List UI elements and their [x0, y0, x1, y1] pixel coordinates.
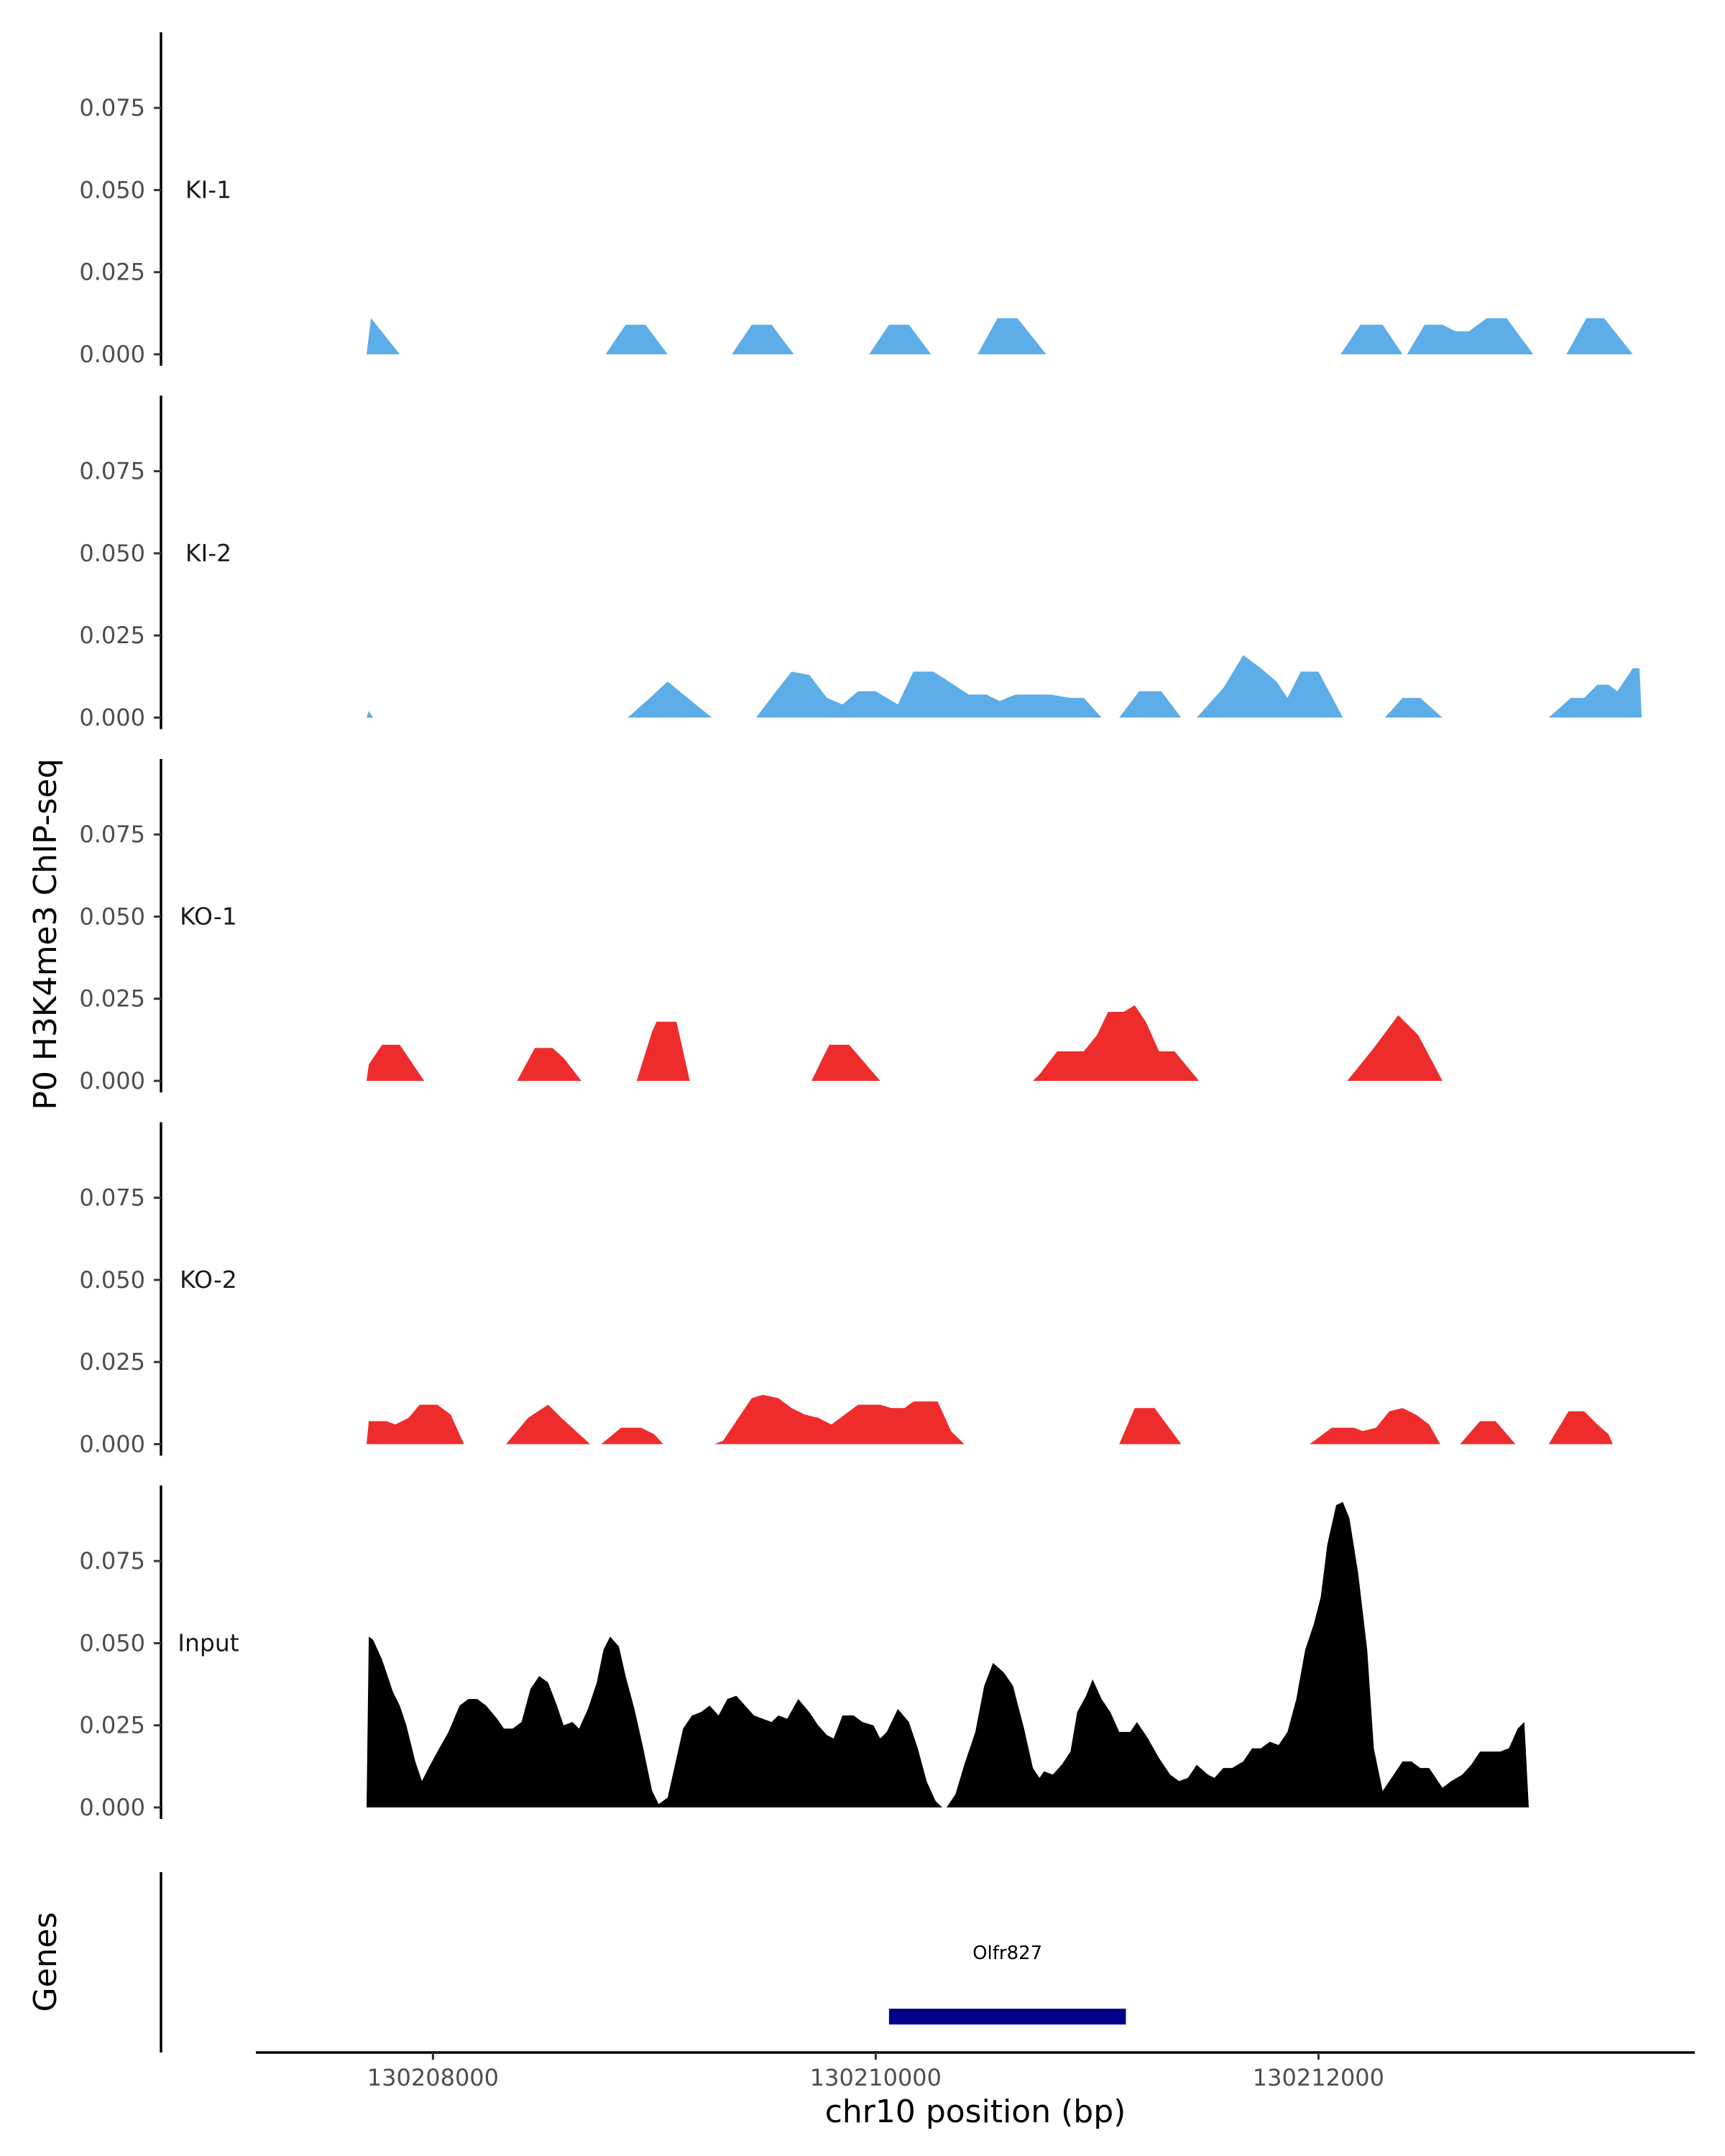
track-label: KO-2	[180, 1266, 237, 1294]
gene-label: Olfr827	[972, 1943, 1042, 1964]
gene-track-panel: Genes Olfr827	[27, 1872, 1126, 2053]
y-tick-label: 0.050	[79, 1266, 145, 1294]
signal-peak	[1384, 698, 1443, 718]
signal-peak	[636, 1021, 690, 1081]
signal-peak	[367, 318, 400, 354]
y-tick-label: 0.025	[79, 259, 145, 286]
track-panel-ko-1: 0.000 0.025 0.050 0.075 KO-1	[79, 759, 1443, 1095]
x-ticks: 130208000 130210000 130212000	[367, 2053, 1384, 2091]
signal-peak	[1197, 655, 1343, 718]
signal-peak	[1407, 318, 1534, 354]
y-axis-title: P0 H3K4me3 ChIP-seq	[27, 758, 64, 1110]
x-tick-label: 130210000	[810, 2064, 942, 2091]
signal-peak	[1548, 1411, 1613, 1445]
y-tick-label: 0.075	[79, 1547, 145, 1575]
y-tick-label: 0.025	[79, 1348, 145, 1376]
gene-body	[888, 2009, 1126, 2024]
y-tick-label: 0.075	[79, 821, 145, 848]
signal-peak	[367, 711, 374, 718]
y-tick-label: 0.000	[79, 1067, 145, 1095]
x-tick-label: 130208000	[367, 2064, 499, 2091]
signal-peak	[978, 318, 1046, 354]
track-panel-ki-1: 0.000 0.025 0.050 0.075 KI-1	[79, 32, 1633, 368]
x-axis: 130208000 130210000 130212000 chr10 positi…	[256, 2051, 1695, 2130]
signal-peak	[1566, 318, 1633, 354]
signal-peak	[627, 681, 712, 718]
track-label: Input	[178, 1628, 239, 1657]
signal-peak	[1033, 1005, 1200, 1081]
signal-peak	[756, 671, 1102, 718]
y-tick-label: 0.025	[79, 1712, 145, 1739]
signal-peak	[811, 1044, 880, 1081]
track-label: KI-2	[185, 539, 231, 567]
y-tick-label: 0.000	[79, 1794, 145, 1821]
y-tick-label: 0.000	[79, 1431, 145, 1458]
signal-peak	[506, 1404, 591, 1445]
track-label: KO-1	[180, 902, 237, 930]
y-tick-label: 0.025	[79, 622, 145, 649]
y-tick-label: 0.075	[79, 94, 145, 121]
y-tick-label: 0.050	[79, 176, 145, 203]
gene-features: Olfr827	[888, 1943, 1126, 2024]
signal-peak	[1548, 668, 1642, 718]
y-tick-label: 0.025	[79, 985, 145, 1013]
signal-peak	[1119, 1408, 1182, 1445]
track-label: KI-1	[185, 175, 231, 203]
track-panel-ki-2: 0.000 0.025 0.050 0.075 KI-2	[79, 395, 1642, 732]
signal-track-panels: 0.0000.0250.0500.075KI-10.0000.0250.0500…	[79, 32, 1642, 1821]
y-tick-label: 0.050	[79, 540, 145, 567]
signal-peak	[367, 1636, 942, 1807]
signal-peak	[601, 1427, 663, 1445]
signal-peak	[1310, 1408, 1440, 1445]
signal-peak	[1119, 691, 1182, 718]
y-tick-label: 0.075	[79, 458, 145, 485]
signal-peak	[1460, 1421, 1516, 1445]
signal-peak	[517, 1048, 581, 1081]
y-tick-label: 0.050	[79, 1629, 145, 1657]
signal-peak	[367, 1404, 464, 1445]
signal-peak	[605, 324, 668, 354]
signal-peak	[732, 324, 794, 354]
signal-peak	[1340, 324, 1403, 354]
x-tick-label: 130212000	[1253, 2064, 1384, 2091]
y-tick-label: 0.050	[79, 903, 145, 930]
x-axis-title: chr10 position (bp)	[825, 2093, 1126, 2130]
signal-peak	[947, 1501, 1529, 1807]
track-panel-ko-2: 0.000 0.025 0.050 0.075 KO-2	[79, 1122, 1613, 1458]
track-panel-input: 0.000 0.025 0.050 0.075 Input	[79, 1485, 1529, 1821]
signal-peak	[1347, 1015, 1443, 1081]
signal-peak	[367, 1044, 425, 1081]
y-tick-label: 0.075	[79, 1184, 145, 1212]
signal-peak	[869, 324, 932, 354]
gene-track-title: Genes	[27, 1912, 64, 2012]
y-tick-label: 0.000	[79, 704, 145, 732]
signal-peak	[714, 1394, 965, 1445]
y-tick-label: 0.000	[79, 341, 145, 368]
